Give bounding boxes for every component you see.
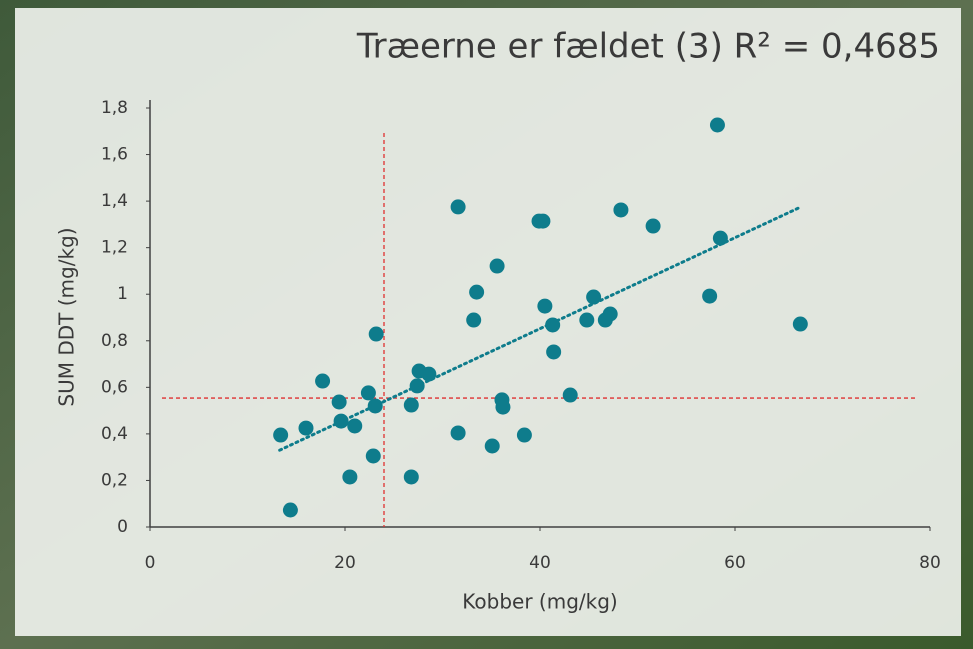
point: [361, 385, 376, 400]
y-axis-title: SUM DDT (mg/kg): [55, 227, 79, 406]
point: [517, 428, 532, 443]
point: [366, 449, 381, 464]
y-tick-label: 0,2: [101, 470, 128, 490]
x-tick-label: 60: [724, 553, 746, 573]
point: [299, 421, 314, 436]
point: [710, 117, 725, 132]
point: [586, 290, 601, 305]
y-tick-label: 1,4: [101, 191, 128, 211]
y-tick-label: 0,4: [101, 424, 128, 444]
point: [535, 214, 550, 229]
x-tick-label: 0: [145, 553, 156, 573]
point: [466, 313, 481, 328]
chart-title: Træerne er fældet (3) R² = 0,4685: [356, 27, 940, 67]
point: [563, 388, 578, 403]
chart: Træerne er fældet (3) R² = 0,4685 Kobber…: [0, 0, 973, 649]
point: [702, 289, 717, 304]
point: [273, 428, 288, 443]
point: [537, 299, 552, 314]
point: [485, 438, 500, 453]
point: [369, 327, 384, 342]
x-axis-title: Kobber (mg/kg): [462, 590, 617, 614]
point: [469, 285, 484, 300]
y-tick-label: 1,2: [101, 238, 128, 258]
y-tick-label: 1,8: [101, 98, 128, 118]
point: [793, 317, 808, 332]
panel: [15, 8, 961, 636]
x-tick-label: 20: [334, 553, 356, 573]
point: [342, 469, 357, 484]
x-tick-label: 80: [919, 553, 941, 573]
x-tick-label: 40: [529, 553, 551, 573]
point: [579, 313, 594, 328]
point: [495, 400, 510, 415]
point: [603, 307, 618, 322]
point: [613, 202, 628, 217]
point: [332, 394, 347, 409]
y-tick-label: 1: [117, 284, 128, 304]
point: [451, 199, 466, 214]
point: [315, 374, 330, 389]
point: [347, 418, 362, 433]
y-tick-label: 0,6: [101, 377, 128, 397]
y-tick-label: 1,6: [101, 145, 128, 165]
point: [404, 469, 419, 484]
y-tick-label: 0,8: [101, 331, 128, 351]
point: [646, 219, 661, 234]
point: [451, 425, 466, 440]
point: [490, 259, 505, 274]
point: [546, 344, 561, 359]
point: [404, 398, 419, 413]
point: [283, 503, 298, 518]
y-tick-label: 0: [117, 517, 128, 537]
